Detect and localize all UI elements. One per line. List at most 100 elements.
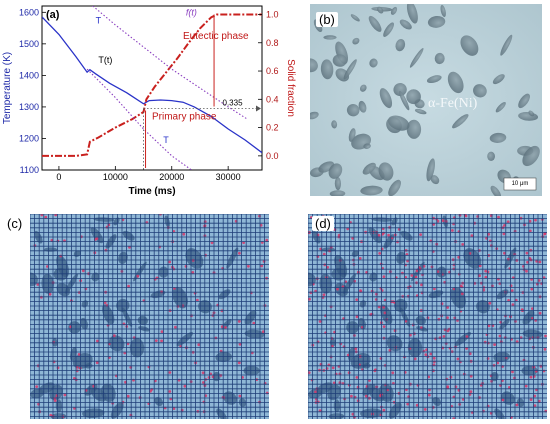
marker-dot <box>501 398 505 402</box>
marker-dot <box>469 390 473 394</box>
marker-dot <box>420 283 423 287</box>
marker-dot <box>350 394 353 398</box>
particle-blob <box>368 15 382 32</box>
marker-dot <box>478 274 481 278</box>
marker-dot <box>259 223 263 227</box>
series-line-upper-limit <box>92 6 249 120</box>
particle-blob <box>363 143 371 149</box>
marker-dot <box>252 321 256 325</box>
particle-blob <box>352 37 360 45</box>
marker-dot <box>437 317 441 321</box>
marker-dot <box>168 390 172 393</box>
marker-dot <box>174 325 177 329</box>
particle-blob <box>399 90 410 111</box>
marker-dot <box>380 247 384 251</box>
particle-blob <box>440 4 446 18</box>
particle-blob <box>500 34 513 56</box>
x-tick-label: 20000 <box>159 172 184 182</box>
marker-dot <box>238 251 241 255</box>
marker-dot <box>261 330 265 334</box>
y-right-tick-label: 1.0 <box>266 9 279 19</box>
marker-dot <box>543 232 547 236</box>
marker-dot <box>528 229 532 233</box>
marker-dot <box>533 394 537 398</box>
marker-dot <box>209 372 213 376</box>
marker-dot <box>486 270 490 274</box>
marker-dot <box>238 394 242 398</box>
x-tick-label: 10000 <box>103 172 128 182</box>
marker-dot <box>356 385 360 389</box>
particle-blob <box>346 103 360 117</box>
marker-dot <box>154 339 158 342</box>
marker-dot <box>419 233 422 236</box>
marker-dot <box>452 287 456 291</box>
particle-blob <box>323 35 337 40</box>
marker-dot <box>433 287 436 291</box>
marker-dot <box>511 303 515 307</box>
marker-dot <box>543 347 547 351</box>
particle-blob <box>348 128 356 142</box>
marker-dot <box>355 315 359 319</box>
marker-dot <box>132 336 136 340</box>
marker-dot <box>526 260 529 264</box>
marker-dot <box>451 229 454 232</box>
particle-blob <box>528 110 535 117</box>
marker-dot <box>202 381 205 384</box>
y-right-tick-label: 0.0 <box>266 151 279 161</box>
particle-blob <box>495 102 506 113</box>
marker-dot <box>441 346 445 350</box>
marker-dot <box>191 271 195 274</box>
marker-dot <box>375 292 378 296</box>
marker-dot <box>112 334 116 338</box>
particle-blob <box>388 179 401 197</box>
particle-blob <box>377 6 384 14</box>
particle-blob <box>360 185 383 196</box>
panel-label-b: (b) <box>316 12 338 27</box>
marker-dot <box>172 407 176 410</box>
particle-blob <box>378 162 394 181</box>
marker-dot <box>429 352 433 356</box>
particle-blob <box>452 114 469 129</box>
marker-dot <box>465 347 468 350</box>
upper-limit-label: T <box>96 15 102 25</box>
particle-blob <box>334 177 342 191</box>
marker-dot <box>183 384 187 388</box>
marker-dot <box>63 393 67 397</box>
marker-dot <box>414 275 418 279</box>
marker-dot <box>537 399 541 403</box>
temperature-solid-fraction-chart: 0 10000 20000 30000 1100 1200 1300 1400 1500 1600… <box>2 5 296 197</box>
phase-label: α-Fe(Ni) <box>428 96 478 111</box>
particle-blob <box>358 100 367 113</box>
marker-dot <box>365 271 368 274</box>
marker-dot <box>197 343 201 347</box>
particle-blob <box>369 272 378 282</box>
particle-blob <box>121 307 133 327</box>
solid-fraction-curve-label: f(t) <box>186 7 197 17</box>
marker-dot <box>514 320 517 323</box>
marker-dot <box>95 237 99 240</box>
marker-dot <box>160 330 164 333</box>
marker-dot <box>81 269 85 273</box>
marker-dot <box>422 264 426 268</box>
marker-dot <box>318 409 322 413</box>
marker-dot <box>484 269 488 273</box>
particle-blob <box>122 230 135 241</box>
marker-dot <box>533 404 537 408</box>
marker-dot <box>103 301 107 305</box>
particle-blob <box>406 1 418 24</box>
marker-dot <box>410 274 414 277</box>
marker-dot <box>513 376 516 380</box>
marker-dot <box>260 264 264 268</box>
series-line-f-t- <box>42 13 262 157</box>
marker-dot <box>332 381 336 385</box>
marker-dot <box>510 289 514 292</box>
particle-blob <box>522 145 540 167</box>
particle-blob <box>53 267 68 281</box>
marker-dot <box>465 335 469 338</box>
marker-dot <box>136 274 140 278</box>
particle-blob <box>80 317 89 330</box>
particle-blob <box>350 14 360 22</box>
y-right-tick-label: 0.2 <box>266 123 279 133</box>
marker-dot <box>182 232 186 236</box>
marker-dot <box>77 353 81 356</box>
